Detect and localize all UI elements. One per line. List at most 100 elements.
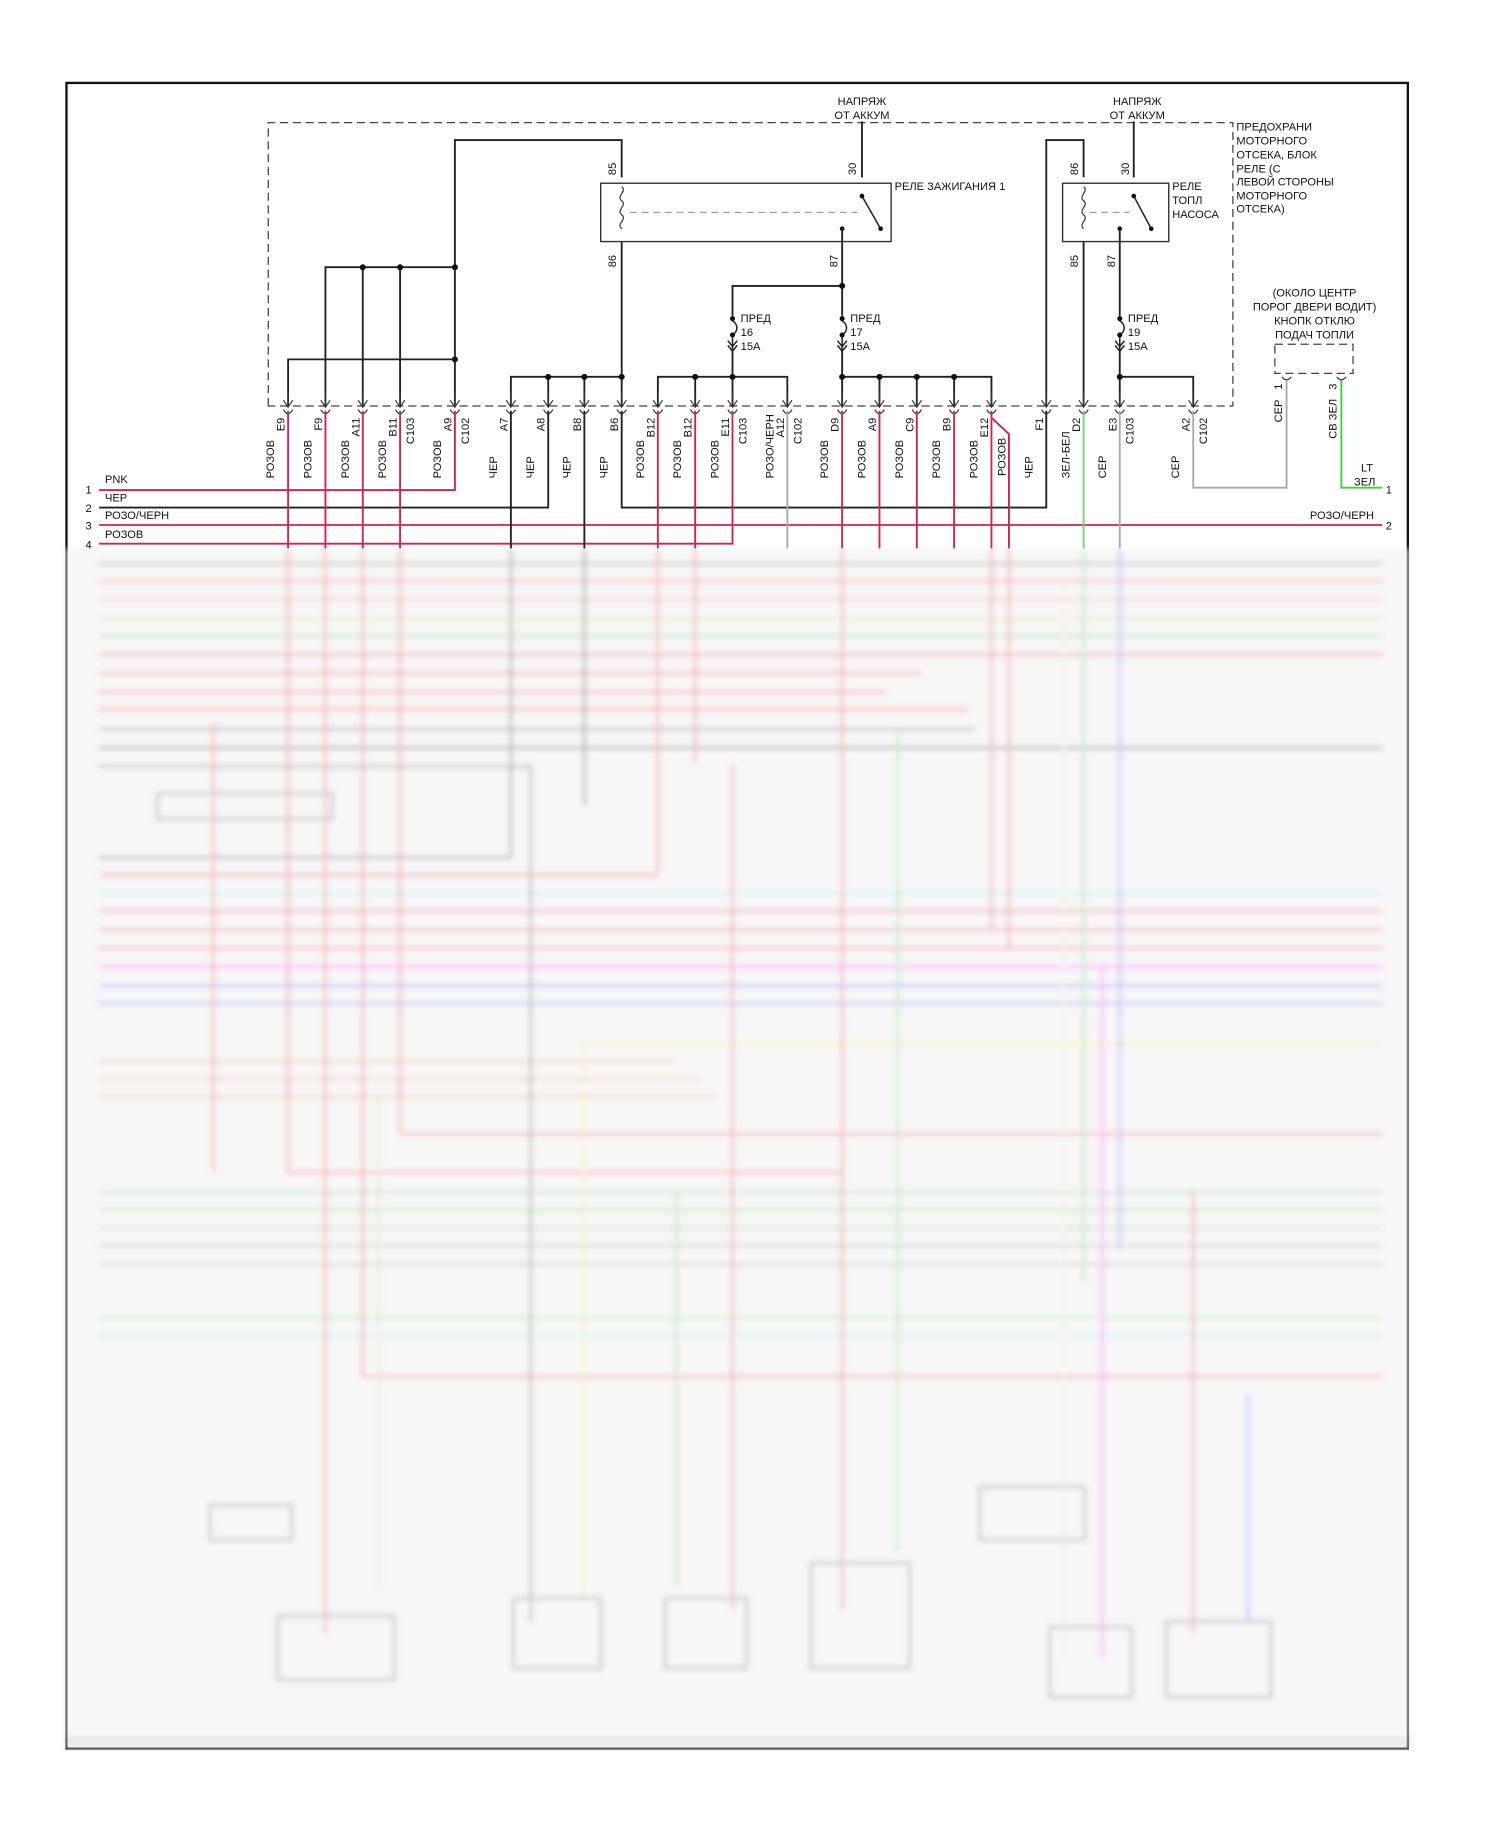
connector-pin-B11: РОЗОВ B11 C103 — [377, 392, 417, 478]
fuse-block-label-line: МОТОРНОГО — [1236, 191, 1307, 203]
battery-feed-fuel-pump: НАПРЯЖ ОТ АККУМ — [1110, 96, 1165, 178]
fuse-block-label-line: МОТОРНОГО — [1236, 136, 1307, 148]
male-terminal-icon — [1078, 392, 1089, 409]
output-wire-label: LT — [1361, 462, 1373, 474]
fuse-block-internal-wiring — [287, 139, 1195, 407]
fuse-16: ПРЕД 16 15A — [727, 313, 772, 353]
switch-location-label: ПОДАЧ ТОПЛИ — [1275, 329, 1354, 341]
connector-pin-F1: ЧЕР F1 — [1023, 392, 1052, 478]
connector-label: C103 — [738, 418, 750, 444]
male-terminal-icon — [874, 392, 885, 409]
connector-label: C103 — [405, 418, 417, 444]
wire-color-label: РОЗОВ — [968, 440, 980, 478]
pin-id-label: F9 — [313, 418, 325, 431]
male-terminal-icon — [320, 392, 331, 409]
junction-dot — [839, 373, 846, 380]
junction-dot — [618, 373, 625, 380]
relay-coil-icon — [619, 186, 624, 230]
pin-id-label: B12 — [683, 418, 695, 438]
wire-color-label: СЕР — [1170, 456, 1182, 479]
right-output-label: РОЗО/ЧЕРН — [1310, 510, 1374, 522]
junction-dot — [545, 373, 552, 380]
pin-id-label: C9 — [904, 418, 916, 432]
connector-pin-A9: РОЗОВ A9 — [856, 392, 885, 478]
wire-color-label: РОЗОВ — [819, 440, 831, 478]
relay-coil-icon — [1081, 186, 1086, 230]
fuse-block-label: ПРЕДОХРАНИ МОТОРНОГО ОТСЕКА, БЛОК РЕЛЕ (… — [1236, 122, 1333, 216]
male-terminal-icon — [579, 392, 590, 409]
male-terminal-icon — [690, 392, 701, 409]
fuse-block-label-line: ОТСЕКА, БЛОК — [1236, 150, 1317, 162]
connector-pin-A9: РОЗОВ A9 C102 — [432, 392, 472, 478]
connector-pin-B9: РОЗОВ B9 — [931, 392, 960, 478]
pin-id-label: E11 — [720, 418, 732, 437]
pin-id-label: A11 — [350, 418, 362, 437]
male-terminal-icon — [505, 392, 517, 409]
fuse-label: ПРЕД — [741, 313, 772, 325]
wire-color-label: РОЗОВ — [996, 438, 1008, 476]
wire-color-label: ЧЕР — [525, 456, 537, 478]
pin-id-label: B11 — [388, 418, 400, 437]
fuse-label: 19 — [1128, 327, 1140, 339]
connector-pin-A8: ЧЕР A8 — [525, 392, 554, 478]
battery-feed-label: НАПРЯЖ — [838, 96, 887, 108]
wire-color-label: РОЗОВ — [710, 440, 722, 478]
fuses: ПРЕД 16 15A ПРЕД 17 15A ПРЕД 19 15A — [727, 313, 1159, 353]
row-number: 2 — [86, 503, 92, 515]
row-number: 4 — [86, 539, 92, 551]
fuse-icon — [727, 315, 738, 353]
fuse-label: 15A — [850, 341, 870, 353]
connector-pin-E12: РОЗОВ E12 — [968, 392, 997, 478]
ignition-relay-label: РЕЛЕ ЗАЖИГАНИЯ 1 — [895, 181, 1006, 193]
fuel-cutoff-switch[interactable]: (ОКОЛО ЦЕНТР ПОРОГ ДВЕРИ ВОДИТ) КНОПК ОТ… — [1192, 287, 1392, 497]
pin-id-label: D9 — [830, 418, 842, 432]
fuse-17: ПРЕД 17 15A — [836, 313, 881, 353]
row-label: PNK — [105, 474, 128, 486]
connector-pin-E9: РОЗОВ E9 — [265, 392, 294, 478]
junction-dot — [397, 264, 404, 271]
switch-location-label: ПОРОГ ДВЕРИ ВОДИТ) — [1253, 301, 1376, 313]
male-terminal-icon — [911, 392, 922, 409]
pin-id-label: A9 — [867, 418, 879, 432]
junction-dot — [692, 373, 699, 380]
male-terminal-icon — [782, 392, 793, 409]
fuse-label: ПРЕД — [1128, 313, 1159, 325]
pin-id-label: A12 — [775, 418, 787, 438]
switch-location-label: КНОПК ОТКЛЮ — [1274, 315, 1355, 327]
row-label: ЧЕР — [105, 493, 127, 505]
male-terminal-icon — [616, 392, 627, 409]
battery-feed-label: ОТ АККУМ — [1110, 110, 1165, 122]
battery-feed-ignition: НАПРЯЖ ОТ АККУМ — [834, 96, 890, 178]
relay-pin-label: 86 — [1069, 163, 1081, 175]
row-label: РОЗОВ — [105, 529, 143, 541]
blurred-component — [275, 1613, 396, 1682]
fuse-label: 15A — [1128, 341, 1148, 353]
fuse-label: 15A — [741, 341, 761, 353]
pin-id-label: B12 — [645, 418, 657, 438]
battery-feed-label: ОТ АККУМ — [834, 110, 889, 122]
male-terminal-icon — [449, 392, 461, 409]
junction-dots — [359, 264, 1123, 380]
fuse-block-label-line: РЕЛЕ (С — [1236, 164, 1280, 176]
blurred-component — [208, 1503, 294, 1542]
connector-pin-B12: РОЗОВ B12 — [672, 392, 701, 478]
relay-pin-label: 85 — [1069, 255, 1081, 267]
male-terminal-icon — [652, 392, 664, 409]
male-terminal-icon — [727, 392, 738, 409]
pin-id-label: A9 — [442, 418, 454, 432]
row-number: 1 — [86, 485, 92, 497]
connector-pin-B8: ЧЕР B8 — [561, 392, 590, 478]
row-number: 3 — [86, 521, 92, 533]
pin-id-label: D2 — [1071, 418, 1083, 432]
wire-color-label: РОЗОВ — [432, 440, 444, 478]
pin-id-label: B9 — [942, 418, 954, 432]
wire-color-label: ЧЕР — [1023, 456, 1035, 478]
fuse-19: ПРЕД 19 15A — [1114, 313, 1159, 353]
wire-color-label: РОЗОВ — [672, 440, 684, 478]
pin-id-label: A8 — [536, 418, 548, 432]
output-number: 1 — [1386, 485, 1392, 497]
bus-rows: 1 2 3 4 PNK ЧЕР РОЗО/ЧЕРН РОЗОВ РОЗО/ЧЕР… — [86, 410, 1392, 551]
junction-dot — [359, 264, 366, 271]
